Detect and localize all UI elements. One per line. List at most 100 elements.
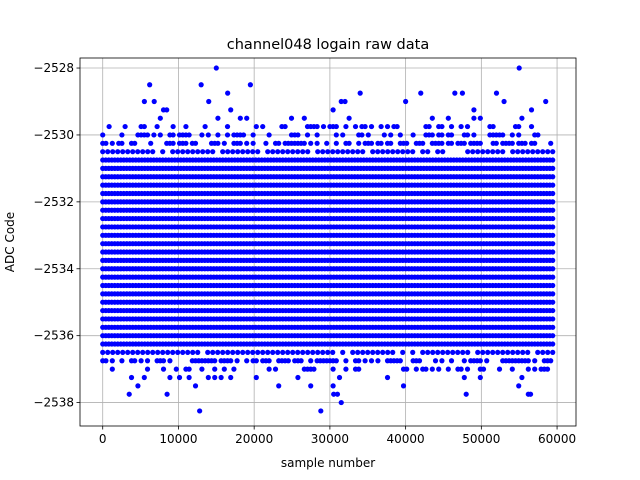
data-point xyxy=(244,358,250,364)
data-point xyxy=(388,132,394,138)
data-point xyxy=(464,366,471,372)
data-point xyxy=(550,224,556,230)
data-point xyxy=(425,149,431,155)
data-point xyxy=(140,349,146,355)
data-point xyxy=(205,349,211,355)
data-point xyxy=(509,132,515,138)
plot-frame xyxy=(79,57,577,427)
data-point xyxy=(314,123,320,130)
data-point xyxy=(308,140,314,146)
data-point xyxy=(205,149,211,155)
data-point xyxy=(215,349,221,355)
data-point xyxy=(435,149,441,155)
data-point xyxy=(333,123,339,130)
data-point xyxy=(311,366,317,372)
data-point xyxy=(160,349,166,355)
data-point xyxy=(160,358,167,364)
data-point xyxy=(410,132,416,138)
data-point xyxy=(300,149,306,155)
data-point xyxy=(215,132,221,138)
data-point xyxy=(420,140,426,146)
data-point xyxy=(230,149,236,155)
data-point xyxy=(515,149,521,155)
outlier-point xyxy=(213,65,219,71)
data-point xyxy=(186,374,192,381)
data-point xyxy=(423,366,429,372)
data-point xyxy=(439,140,445,146)
data-point xyxy=(250,349,256,355)
data-point xyxy=(288,115,295,121)
data-point xyxy=(167,374,173,381)
data-point xyxy=(405,149,411,155)
outlier-point xyxy=(334,391,341,397)
outlier-point xyxy=(516,65,522,71)
data-point xyxy=(314,140,320,146)
data-point xyxy=(495,149,501,155)
outlier-point xyxy=(331,391,337,397)
data-point xyxy=(525,349,531,355)
data-point xyxy=(170,132,176,138)
data-point xyxy=(550,190,556,197)
data-point xyxy=(378,123,384,130)
x-tick-label: 20000 xyxy=(235,432,273,446)
data-point xyxy=(225,349,231,355)
data-point xyxy=(160,366,167,372)
data-point xyxy=(180,149,186,155)
data-point xyxy=(490,123,496,130)
data-point xyxy=(550,165,556,171)
y-tick-label: −2536 xyxy=(33,329,74,343)
data-point xyxy=(314,132,320,138)
data-point xyxy=(180,349,186,355)
y-tick-label: −2532 xyxy=(33,195,74,209)
x-tick-label: 60000 xyxy=(538,432,576,446)
y-tick-label: −2538 xyxy=(33,396,74,410)
data-point xyxy=(550,299,556,305)
outlier-point xyxy=(418,90,424,96)
data-point xyxy=(550,199,556,205)
data-point xyxy=(455,349,461,355)
data-point xyxy=(440,349,446,355)
data-point xyxy=(185,349,191,355)
data-point xyxy=(420,349,426,355)
data-point xyxy=(365,349,371,355)
data-point xyxy=(330,366,336,372)
data-point xyxy=(295,374,301,381)
data-point xyxy=(150,149,156,155)
data-point xyxy=(199,366,205,372)
data-point xyxy=(390,349,396,355)
data-point xyxy=(461,140,467,146)
y-tick-label: −2528 xyxy=(33,61,74,75)
data-point xyxy=(410,149,416,155)
data-point xyxy=(330,349,336,355)
data-point xyxy=(170,149,176,155)
data-point xyxy=(235,149,241,155)
data-point xyxy=(176,374,183,381)
data-point xyxy=(250,149,256,155)
data-point xyxy=(260,349,266,355)
data-point xyxy=(550,349,556,355)
data-point xyxy=(340,349,346,355)
data-point xyxy=(343,123,349,130)
x-tick-label: 30000 xyxy=(311,432,349,446)
data-point xyxy=(509,140,515,146)
data-point xyxy=(477,140,483,146)
data-point xyxy=(345,149,351,155)
data-point xyxy=(220,349,226,355)
data-point xyxy=(109,140,115,146)
data-point xyxy=(120,349,126,355)
x-tick-label: 10000 xyxy=(159,432,197,446)
data-point xyxy=(545,149,551,155)
data-point xyxy=(519,374,525,381)
data-point xyxy=(265,149,271,155)
data-point xyxy=(276,140,282,146)
data-point xyxy=(490,149,496,155)
outlier-point xyxy=(141,98,147,105)
data-point xyxy=(545,349,551,355)
data-point xyxy=(439,358,445,364)
data-point xyxy=(270,149,276,155)
data-point xyxy=(148,140,154,146)
data-point xyxy=(520,149,526,155)
data-point xyxy=(485,349,491,355)
data-point xyxy=(167,358,173,364)
